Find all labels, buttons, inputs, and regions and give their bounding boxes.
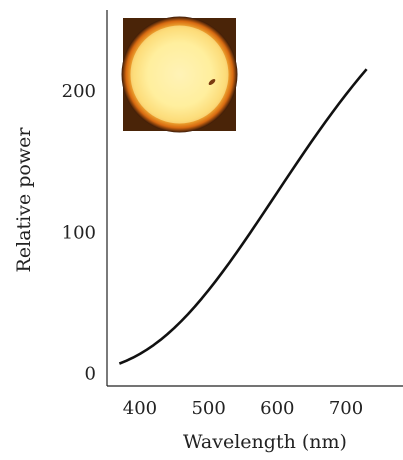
y-tick-label: 100 <box>62 222 96 243</box>
sun-image <box>122 17 238 133</box>
y-tick-label: 200 <box>62 81 96 102</box>
x-axis-title: Wavelength (nm) <box>183 431 347 453</box>
x-tick-label: 700 <box>329 398 363 419</box>
chart: Wavelength (nm) Relative power 0 100 200 40… <box>0 0 403 460</box>
x-tick-label: 600 <box>260 398 294 419</box>
x-tick-label: 500 <box>191 398 225 419</box>
y-axis-title: Relative power <box>13 127 35 273</box>
x-tick-label: 400 <box>123 398 157 419</box>
y-tick-label: 0 <box>85 364 96 385</box>
